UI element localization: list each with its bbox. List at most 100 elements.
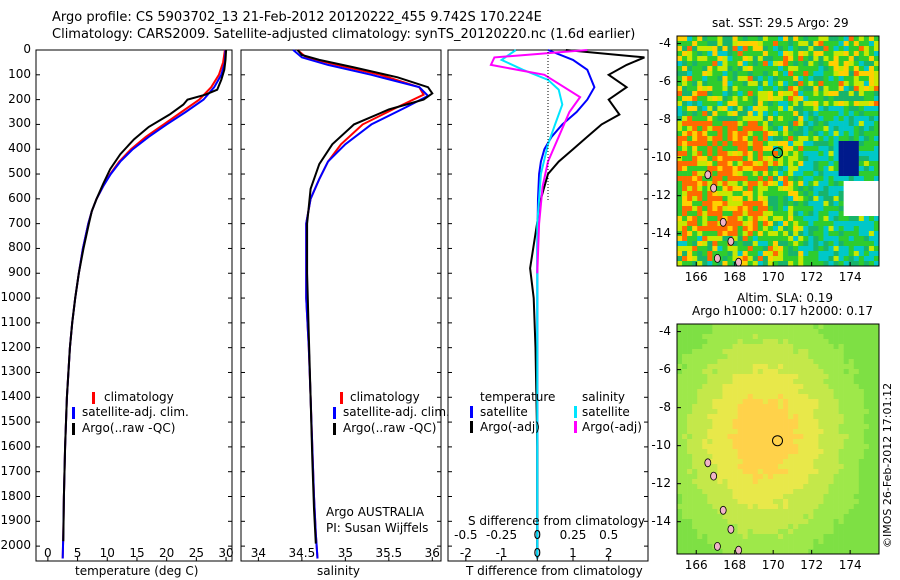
map-cell [677, 404, 683, 410]
map-cell [772, 544, 779, 550]
map-cell [868, 469, 875, 475]
map-cell [702, 201, 708, 207]
map-cell [747, 181, 754, 187]
map-cell [778, 334, 784, 340]
map-cell [747, 66, 754, 72]
map-cell [722, 131, 728, 137]
map-cell [833, 191, 839, 197]
map-cell [813, 156, 819, 162]
map-cell [742, 334, 748, 340]
map-cell [813, 364, 819, 370]
map-cell [788, 354, 794, 360]
map-cell [858, 339, 865, 345]
map-cell [757, 504, 764, 510]
map-cell [853, 241, 860, 247]
map-cell [742, 324, 748, 330]
map-cell [833, 409, 839, 415]
map-cell [828, 201, 834, 207]
map-cell [808, 384, 814, 390]
map-cell [848, 136, 855, 142]
map-cell [692, 136, 698, 142]
map-cell [793, 429, 799, 435]
map-cell [732, 111, 738, 117]
map-cell [798, 414, 804, 420]
map-cell [823, 81, 829, 87]
map-cell [742, 329, 748, 335]
map-cell [772, 156, 779, 162]
map-cell [798, 364, 804, 370]
map-cell [823, 469, 829, 475]
map-cell [692, 434, 698, 440]
map-cell [697, 221, 703, 227]
map-cell [752, 121, 759, 127]
map-cell [757, 186, 764, 192]
map-cell [762, 196, 769, 202]
map-cell [772, 221, 779, 227]
map-cell [732, 444, 738, 450]
map-cell [742, 419, 748, 425]
map-cell [732, 399, 738, 405]
map-cell [677, 349, 683, 355]
map-cell [767, 176, 774, 182]
map-cell [793, 534, 799, 540]
differences-series-2-line [499, 49, 564, 559]
map-cell [793, 206, 799, 212]
map-cell [772, 524, 779, 530]
map-cell [808, 414, 814, 420]
map-cell [677, 479, 683, 485]
map-cell [818, 359, 824, 365]
map-cell [838, 404, 844, 410]
map-cell [803, 389, 809, 395]
map-cell [732, 529, 738, 535]
map-cell [757, 519, 764, 525]
map-cell [707, 101, 713, 107]
map-cell [722, 56, 728, 62]
map-cell [778, 246, 784, 252]
map-cell [853, 544, 860, 550]
map-cell [868, 81, 875, 87]
map-cell [803, 86, 809, 92]
map-cell [752, 344, 759, 350]
map-cell [848, 404, 855, 410]
map-cell [742, 81, 748, 87]
map-cell [788, 146, 794, 152]
map-cell [813, 389, 819, 395]
map-cell [757, 344, 764, 350]
map-cell [682, 414, 688, 420]
map-lat-tick-label: -6 [659, 361, 671, 376]
map-cell [692, 514, 698, 520]
legend-label-sal-satellite: satellite [582, 405, 630, 419]
map-cell [838, 66, 844, 72]
map-cell [793, 106, 799, 112]
map-cell [727, 434, 733, 440]
map-cell [747, 186, 754, 192]
map-cell [858, 161, 865, 167]
map-cell [732, 459, 738, 465]
map-cell [707, 41, 713, 47]
map-cell [808, 544, 814, 550]
map-cell [772, 534, 779, 540]
map-cell [742, 439, 748, 445]
map-cell [677, 46, 683, 52]
map-cell [677, 81, 683, 87]
map-cell [737, 494, 743, 500]
map-cell [762, 529, 769, 535]
map-cell [702, 489, 708, 495]
map-cell [712, 389, 718, 395]
salinity-tick-label: 36 [424, 546, 440, 560]
map-cell [873, 81, 880, 87]
map-cell [697, 76, 703, 82]
map-cell [762, 131, 769, 137]
map-cell [808, 529, 814, 535]
map-cell [747, 329, 754, 335]
map-cell [707, 334, 713, 340]
map-cell [767, 116, 774, 122]
map-cell [772, 429, 779, 435]
map-cell [682, 251, 688, 257]
map-cell [707, 389, 713, 395]
map-cell [863, 91, 870, 97]
map-cell [778, 76, 784, 82]
map-cell [682, 409, 688, 415]
map-cell [778, 429, 784, 435]
map-cell [838, 399, 844, 405]
